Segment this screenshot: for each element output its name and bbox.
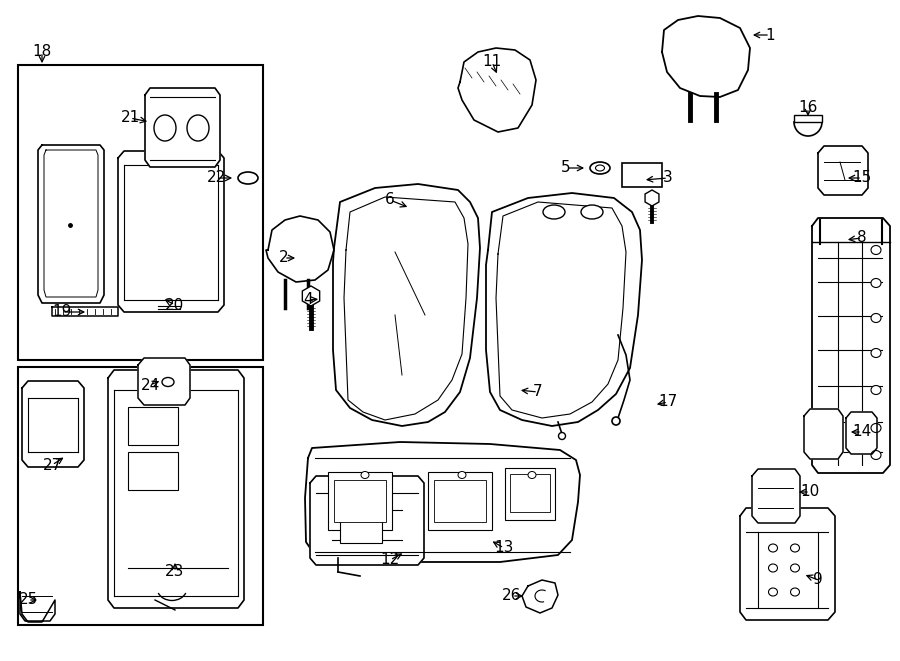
- Polygon shape: [486, 193, 642, 426]
- Polygon shape: [662, 16, 750, 97]
- Text: 26: 26: [502, 588, 522, 603]
- Polygon shape: [310, 476, 424, 565]
- Text: 16: 16: [798, 100, 818, 116]
- Text: 27: 27: [42, 457, 61, 473]
- Text: 6: 6: [385, 192, 395, 208]
- Polygon shape: [20, 592, 55, 622]
- Ellipse shape: [871, 451, 881, 459]
- Bar: [794, 115, 822, 122]
- Ellipse shape: [154, 115, 176, 141]
- Bar: [340, 515, 382, 543]
- Ellipse shape: [769, 588, 778, 596]
- Ellipse shape: [871, 424, 881, 432]
- Bar: [510, 474, 550, 512]
- Ellipse shape: [871, 313, 881, 323]
- Polygon shape: [812, 218, 890, 473]
- Polygon shape: [52, 307, 118, 316]
- Ellipse shape: [581, 205, 603, 219]
- Ellipse shape: [790, 588, 799, 596]
- Bar: [428, 472, 492, 530]
- Polygon shape: [305, 442, 580, 562]
- Bar: [18, 367, 263, 625]
- Text: 14: 14: [852, 424, 871, 440]
- Wedge shape: [794, 122, 822, 136]
- Bar: [434, 480, 486, 522]
- Bar: [128, 407, 178, 445]
- Bar: [622, 163, 662, 187]
- Polygon shape: [108, 370, 244, 608]
- Polygon shape: [22, 381, 84, 467]
- Ellipse shape: [790, 544, 799, 552]
- Polygon shape: [138, 358, 190, 405]
- Text: 1: 1: [765, 28, 775, 42]
- Ellipse shape: [871, 245, 881, 254]
- Text: 13: 13: [494, 541, 514, 555]
- Text: 2: 2: [279, 251, 289, 266]
- Polygon shape: [333, 184, 480, 426]
- Text: 24: 24: [140, 377, 159, 393]
- Ellipse shape: [596, 165, 605, 171]
- Polygon shape: [740, 508, 835, 620]
- Ellipse shape: [187, 115, 209, 141]
- Text: 4: 4: [303, 293, 313, 307]
- Ellipse shape: [543, 205, 565, 219]
- Text: 22: 22: [207, 171, 227, 186]
- Ellipse shape: [458, 471, 466, 479]
- Ellipse shape: [769, 564, 778, 572]
- Text: 15: 15: [852, 171, 871, 186]
- Ellipse shape: [162, 377, 174, 387]
- Text: 21: 21: [121, 110, 140, 126]
- Polygon shape: [846, 412, 877, 454]
- Polygon shape: [818, 146, 868, 195]
- Polygon shape: [458, 48, 536, 132]
- Polygon shape: [266, 216, 334, 282]
- Bar: [334, 480, 386, 522]
- Ellipse shape: [871, 278, 881, 288]
- Polygon shape: [118, 151, 224, 312]
- Ellipse shape: [769, 544, 778, 552]
- Text: 3: 3: [663, 171, 673, 186]
- Text: 9: 9: [813, 572, 823, 588]
- Text: 25: 25: [18, 592, 38, 607]
- Ellipse shape: [238, 172, 258, 184]
- Ellipse shape: [790, 564, 799, 572]
- Ellipse shape: [361, 471, 369, 479]
- Polygon shape: [44, 150, 98, 297]
- Text: 12: 12: [381, 553, 400, 568]
- Polygon shape: [752, 469, 800, 523]
- Bar: [18, 65, 263, 360]
- Text: 23: 23: [166, 564, 184, 580]
- Polygon shape: [145, 88, 220, 167]
- Text: 10: 10: [800, 485, 820, 500]
- Ellipse shape: [871, 385, 881, 395]
- Ellipse shape: [528, 471, 536, 479]
- Ellipse shape: [590, 162, 610, 174]
- Text: 18: 18: [32, 44, 51, 59]
- Text: 20: 20: [166, 297, 184, 313]
- Text: 19: 19: [52, 305, 72, 319]
- Polygon shape: [522, 580, 558, 613]
- Bar: [505, 468, 555, 520]
- Ellipse shape: [871, 348, 881, 358]
- Bar: [328, 472, 392, 530]
- Ellipse shape: [612, 417, 620, 425]
- Text: 7: 7: [533, 385, 543, 399]
- Text: 8: 8: [857, 231, 867, 245]
- Text: 11: 11: [482, 54, 501, 69]
- Text: 17: 17: [659, 395, 678, 410]
- Text: 5: 5: [562, 161, 571, 176]
- Polygon shape: [38, 145, 104, 303]
- Polygon shape: [804, 409, 843, 459]
- Bar: [128, 452, 178, 490]
- Ellipse shape: [559, 432, 565, 440]
